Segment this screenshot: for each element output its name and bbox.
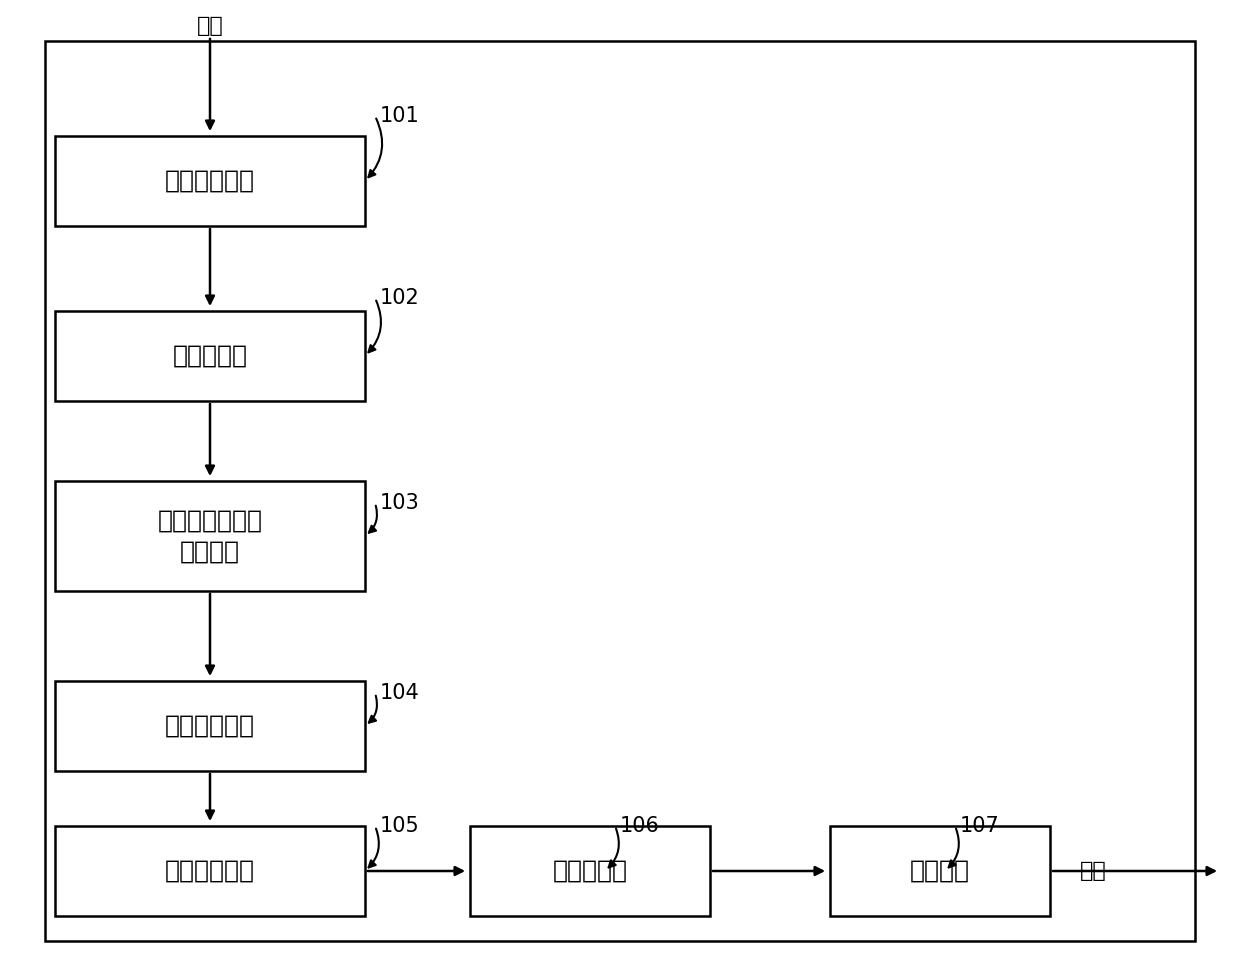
Bar [830,826,1050,916]
Text: 107: 107 [960,816,999,836]
Text: 肺分割模块: 肺分割模块 [553,859,627,883]
Text: 优化模块: 优化模块 [910,859,970,883]
Text: 105: 105 [379,816,420,836]
Text: 103: 103 [379,493,420,513]
Bar [470,826,711,916]
Bar [55,481,365,591]
Text: 高斯滤波模块: 高斯滤波模块 [165,169,255,193]
Bar [55,681,365,771]
Text: 104: 104 [379,683,420,703]
Text: 连通区域标记和
筛选模块: 连通区域标记和 筛选模块 [157,508,263,564]
Text: 微调处理模块: 微调处理模块 [165,859,255,883]
Bar [55,136,365,226]
Text: 输入: 输入 [197,16,223,36]
Text: 输出: 输出 [1080,861,1107,881]
Text: 106: 106 [620,816,660,836]
Text: 102: 102 [379,288,420,308]
Bar [55,311,365,401]
Text: 101: 101 [379,106,420,126]
Bar [55,826,365,916]
Text: 尺寸匹配模块: 尺寸匹配模块 [165,714,255,738]
Text: 二值化模块: 二值化模块 [172,344,248,368]
